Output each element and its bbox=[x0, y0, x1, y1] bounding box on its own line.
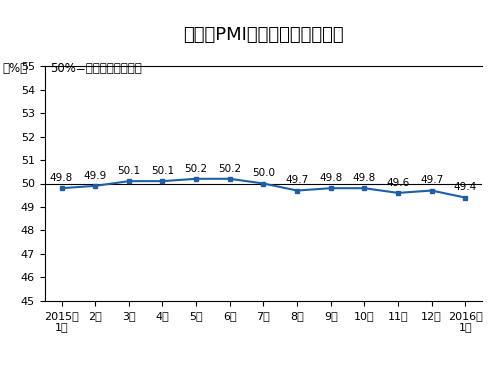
Text: 50%=与上月比较无变化: 50%=与上月比较无变化 bbox=[50, 62, 142, 75]
Text: 50.2: 50.2 bbox=[184, 164, 208, 174]
Text: 49.4: 49.4 bbox=[454, 182, 477, 192]
Text: 50.0: 50.0 bbox=[252, 168, 275, 178]
Text: 49.8: 49.8 bbox=[353, 173, 376, 183]
Text: 49.8: 49.8 bbox=[319, 173, 342, 183]
Text: 49.6: 49.6 bbox=[386, 178, 410, 188]
Text: （%）: （%） bbox=[2, 62, 28, 75]
Text: 50.1: 50.1 bbox=[151, 166, 174, 176]
Text: 50.2: 50.2 bbox=[218, 164, 242, 174]
Text: 50.1: 50.1 bbox=[117, 166, 140, 176]
Text: 49.7: 49.7 bbox=[420, 175, 443, 185]
Text: 49.9: 49.9 bbox=[83, 171, 107, 181]
Text: 制造业PMI指数（经季节调整）: 制造业PMI指数（经季节调整） bbox=[183, 26, 344, 44]
Text: 49.8: 49.8 bbox=[50, 173, 73, 183]
Text: 49.7: 49.7 bbox=[285, 175, 309, 185]
